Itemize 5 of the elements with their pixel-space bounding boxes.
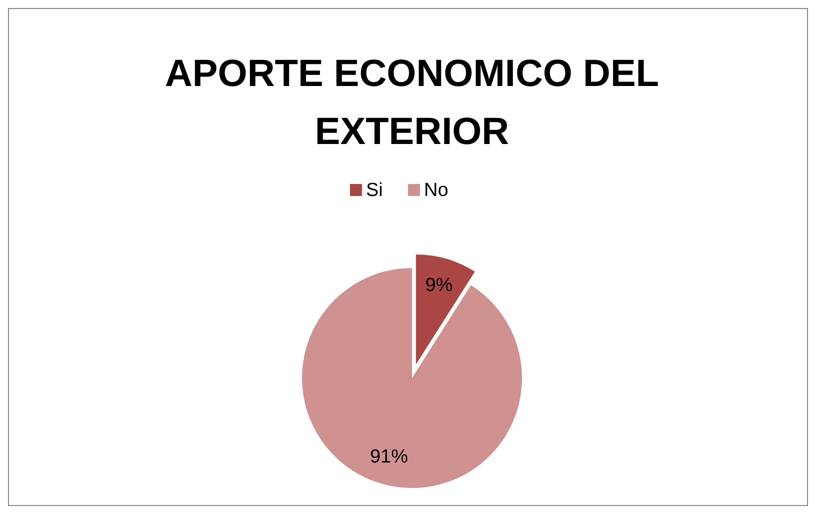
data-label: 9% <box>425 274 453 296</box>
chart-title: APORTE ECONOMICO DEL EXTERIOR <box>164 53 660 153</box>
data-label: 91% <box>370 446 408 468</box>
legend-label: Si <box>366 180 383 201</box>
legend-label: No <box>424 180 448 201</box>
